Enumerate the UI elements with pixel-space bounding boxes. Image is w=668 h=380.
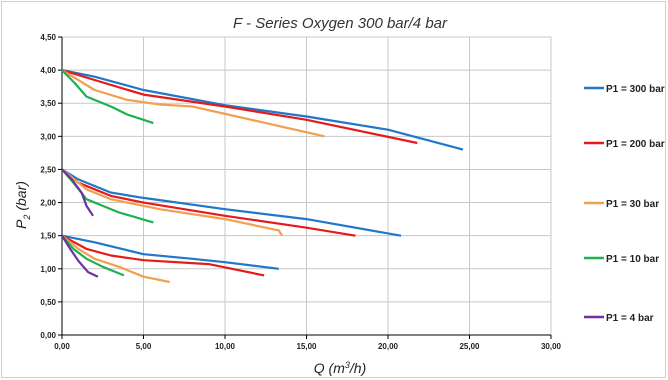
x-axis-label-main: Q (m — [314, 360, 345, 376]
y-tick-label: 3,50 — [40, 99, 56, 108]
chart-title: F - Series Oxygen 300 bar/4 bar — [233, 15, 448, 32]
series-line — [61, 234, 279, 270]
series-line — [61, 234, 170, 284]
y-tick-label: 1,00 — [40, 265, 56, 274]
y-tick-label: 4,50 — [40, 33, 56, 42]
y-tick-label: 3,00 — [40, 132, 56, 141]
legend-label: P1 = 30 bar — [606, 199, 659, 210]
series-line — [61, 168, 402, 237]
x-tick-label: 0,00 — [54, 342, 70, 351]
legend: P1 = 300 bar P1 = 200 bar P1 = 30 bar P1 = … — [584, 84, 665, 324]
series-line — [61, 69, 154, 125]
y-axis-label-end: (bar) — [13, 181, 29, 214]
series-line — [61, 69, 464, 151]
y-tick-labels: 0,00 0,50 1,00 1,50 2,00 2,50 3,00 3,50 4,00 4,50 — [40, 33, 62, 340]
y-tick-label: 1,50 — [40, 232, 56, 241]
x-axis-label: Q (m3/h) — [314, 360, 366, 376]
series-line — [61, 168, 94, 217]
y-tick-label: 0,50 — [40, 298, 56, 307]
y-tick-label: 2,50 — [40, 165, 56, 174]
y-axis-label: P2 (bar) — [13, 181, 32, 229]
x-axis-label-sup: 3 — [345, 360, 350, 370]
series-line — [61, 69, 325, 138]
x-tick-labels: 0,00 5,00 10,00 15,00 20,00 25,00 30,00 — [54, 335, 562, 351]
x-axis-label-end: /h) — [349, 360, 366, 376]
legend-label: P1 = 4 bar — [606, 313, 654, 324]
series-line — [61, 168, 284, 237]
x-tick-label: 25,00 — [459, 342, 480, 351]
series-line — [61, 235, 99, 278]
x-tick-label: 15,00 — [296, 342, 317, 351]
y-tick-label: 2,00 — [40, 199, 56, 208]
series-line — [61, 234, 125, 277]
y-tick-label: 0,00 — [40, 331, 56, 340]
x-tick-label: 10,00 — [215, 342, 236, 351]
series-line — [61, 69, 418, 145]
legend-label: P1 = 200 bar — [606, 139, 665, 150]
y-tick-label: 4,00 — [40, 66, 56, 75]
x-tick-label: 20,00 — [378, 342, 399, 351]
x-tick-label: 30,00 — [541, 342, 562, 351]
legend-label: P1 = 10 bar — [606, 254, 659, 265]
x-tick-label: 5,00 — [136, 342, 152, 351]
y-axis-label-main: P — [13, 219, 29, 229]
y-axis-label-sub: 2 — [22, 215, 32, 221]
grid — [62, 36, 552, 335]
series-line — [61, 234, 265, 277]
series-lines — [61, 69, 464, 284]
legend-label: P1 = 300 bar — [606, 84, 665, 95]
